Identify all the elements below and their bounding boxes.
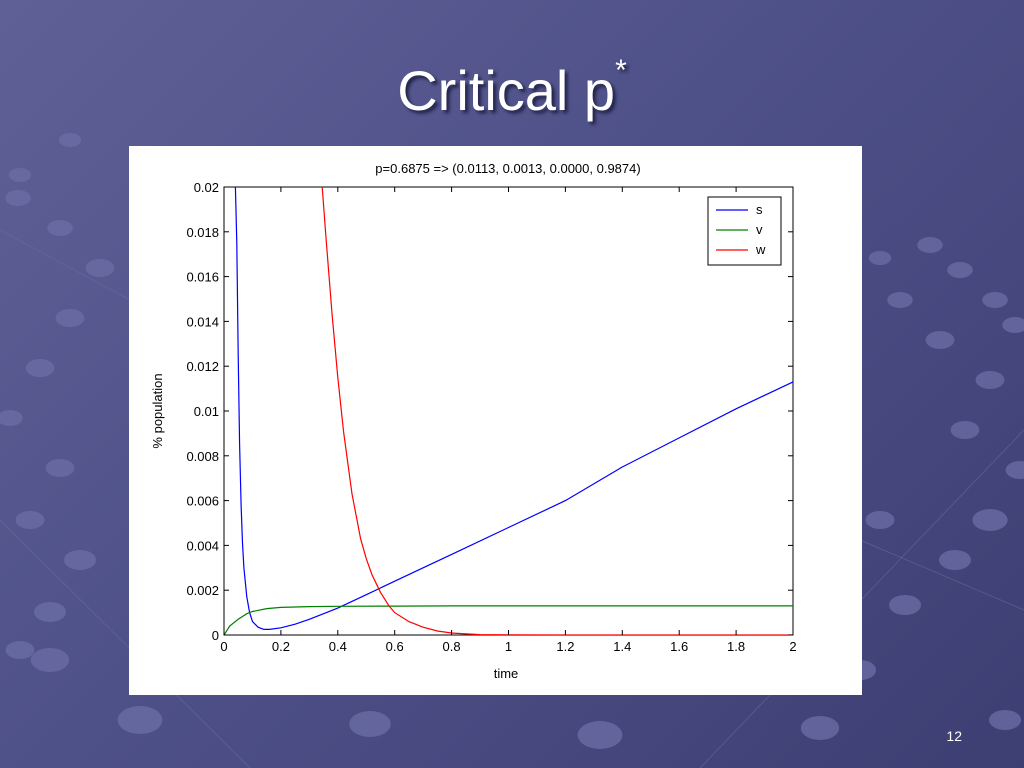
decoration-dot	[5, 190, 31, 206]
decoration-line	[699, 429, 1024, 768]
x-axis-label: time	[494, 666, 519, 681]
decoration-dot	[0, 410, 23, 426]
y-tick-label: 0.012	[186, 359, 219, 374]
series-line-w	[321, 187, 793, 635]
decoration-dot	[947, 262, 973, 278]
decoration-dot	[925, 331, 955, 349]
y-tick-label: 0.014	[186, 314, 219, 329]
decoration-dot	[34, 602, 66, 622]
decoration-dot	[972, 509, 1008, 531]
line-chart: 0 0.2 0.4 0.6 0.8 1 1.2 1.4 1.6 1.8 2 0 0.002 0.004 0.…	[150, 161, 797, 681]
decoration-dot	[58, 133, 82, 147]
page-number: 12	[946, 728, 962, 744]
legend-label-w: w	[755, 242, 766, 257]
series-line-s	[234, 187, 793, 630]
y-tick-label: 0.018	[186, 225, 219, 240]
decoration-dot	[917, 237, 943, 253]
legend-label-s: s	[756, 202, 763, 217]
decoration-dot	[8, 168, 32, 182]
series-line-v	[224, 605, 793, 635]
x-tick-label: 0	[220, 639, 227, 654]
axis-ticks: 0 0.2 0.4 0.6 0.8 1 1.2 1.4 1.6 1.8 2 0 0.002 0.004 0.…	[186, 180, 796, 654]
legend-label-v: v	[756, 222, 763, 237]
decoration-dot	[15, 511, 45, 529]
decoration-dot	[45, 459, 75, 477]
decoration-dot	[55, 309, 85, 327]
decoration-line	[0, 229, 131, 301]
slide-title-text: Critical p	[397, 59, 616, 122]
x-tick-label: 0.2	[272, 639, 290, 654]
decoration-dot	[5, 641, 35, 659]
y-tick-label: 0.002	[186, 583, 219, 598]
decoration-dot	[349, 711, 391, 737]
legend: svw	[707, 196, 782, 266]
y-tick-label: 0.016	[186, 270, 219, 285]
decoration-dot	[85, 259, 115, 277]
decoration-dot	[887, 292, 913, 308]
y-tick-label: 0.01	[194, 404, 219, 419]
decoration-dot	[64, 550, 96, 570]
decoration-dot	[1002, 317, 1024, 333]
decoration-line	[0, 519, 251, 768]
slide-title-superscript: *	[615, 54, 627, 87]
decoration-dot	[117, 706, 163, 734]
decoration-dot	[950, 421, 980, 439]
y-tick-label: 0.008	[186, 449, 219, 464]
x-tick-label: 0.4	[329, 639, 347, 654]
decoration-dot	[868, 251, 892, 265]
decoration-dot	[30, 648, 70, 672]
x-tick-label: 1.4	[613, 639, 631, 654]
slide-title: Critical p*	[0, 54, 1024, 123]
decoration-dot	[889, 595, 921, 615]
decoration-dot	[800, 716, 840, 740]
decoration-dot	[939, 550, 971, 570]
x-tick-label: 0.8	[443, 639, 461, 654]
decoration-dot	[989, 710, 1021, 730]
y-tick-label: 0.006	[186, 494, 219, 509]
chart-title: p=0.6875 => (0.0113, 0.0013, 0.0000, 0.9…	[375, 161, 640, 176]
x-tick-label: 1.8	[727, 639, 745, 654]
x-tick-label: 0.6	[386, 639, 404, 654]
decoration-line	[859, 539, 1024, 611]
chart-figure: 0 0.2 0.4 0.6 0.8 1 1.2 1.4 1.6 1.8 2 0 0.002 0.004 0.…	[129, 146, 862, 695]
legend-box	[707, 196, 782, 266]
decoration-dot	[25, 359, 55, 377]
x-tick-label: 1	[505, 639, 512, 654]
y-tick-label: 0	[212, 628, 219, 643]
decoration-dot	[577, 721, 623, 749]
y-tick-label: 0.004	[186, 538, 219, 553]
decoration-dot	[982, 292, 1008, 308]
decoration-dot	[1005, 461, 1024, 479]
decoration-dot	[47, 220, 73, 236]
x-tick-label: 2	[789, 639, 796, 654]
x-tick-label: 1.2	[556, 639, 574, 654]
x-tick-label: 1.6	[670, 639, 688, 654]
series-lines	[224, 187, 793, 635]
decoration-dot	[865, 511, 895, 529]
y-tick-label: 0.02	[194, 180, 219, 195]
decoration-dot	[975, 371, 1005, 389]
y-axis-label: % population	[150, 373, 165, 448]
